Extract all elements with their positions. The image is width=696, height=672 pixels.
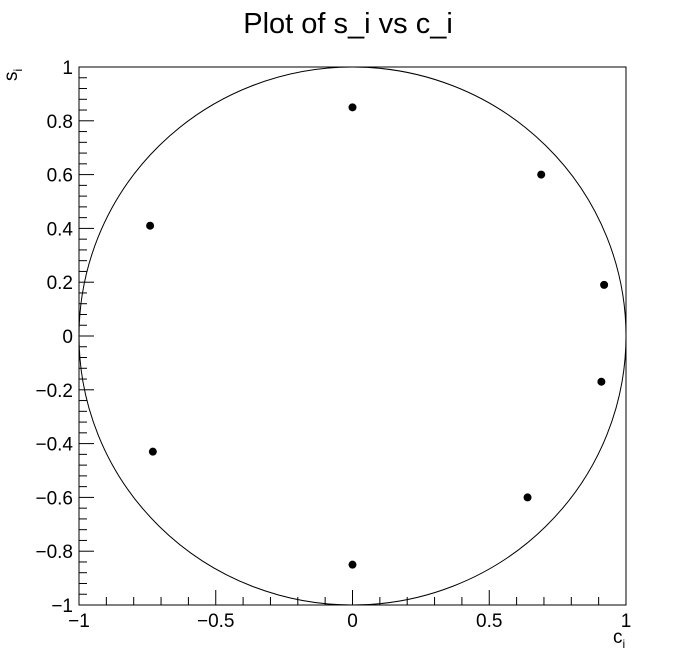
y-tick-label: −0.8 [35, 542, 73, 563]
data-point [348, 560, 357, 569]
x-tick-label: −1 [68, 611, 90, 632]
y-axis-label: si [1, 69, 25, 81]
x-axis-label-subscript: i [623, 637, 626, 651]
y-axis-label-subscript: i [11, 69, 25, 72]
y-tick-label: −0.4 [35, 435, 73, 456]
y-axis-label-main: s [1, 72, 22, 82]
x-tick-label: 0 [347, 611, 358, 632]
data-point [348, 103, 357, 112]
y-axis: −1 −0.8 −0.6 −0.4 −0.2 0 0.2 0.4 0.6 0.8 1 [35, 58, 94, 617]
x-tick-label: 1 [621, 611, 632, 632]
x-tick-label: −0.5 [197, 611, 235, 632]
x-axis: −1 −0.5 0 0.5 1 [68, 590, 631, 632]
data-point [146, 221, 155, 230]
y-tick-label: −0.6 [35, 488, 73, 509]
y-tick-label: 1 [62, 58, 73, 79]
x-tick-label: 0.5 [476, 611, 502, 632]
y-tick-label: 0.2 [47, 273, 73, 294]
data-point [523, 493, 532, 502]
data-points [146, 103, 609, 569]
y-tick-label: −1 [51, 596, 73, 617]
y-tick-label: 0.4 [47, 219, 74, 240]
y-tick-label: −0.2 [35, 381, 73, 402]
data-point [600, 280, 609, 289]
data-point [148, 447, 157, 456]
x-axis-label: ci [613, 627, 625, 651]
y-tick-label: 0.6 [47, 166, 73, 187]
y-tick-label: 0 [62, 327, 73, 348]
y-tick-label: 0.8 [47, 112, 73, 133]
chart-title: Plot of s_i vs c_i [243, 8, 453, 40]
data-point [597, 377, 606, 386]
data-point [537, 170, 546, 179]
x-axis-label-main: c [613, 627, 623, 648]
